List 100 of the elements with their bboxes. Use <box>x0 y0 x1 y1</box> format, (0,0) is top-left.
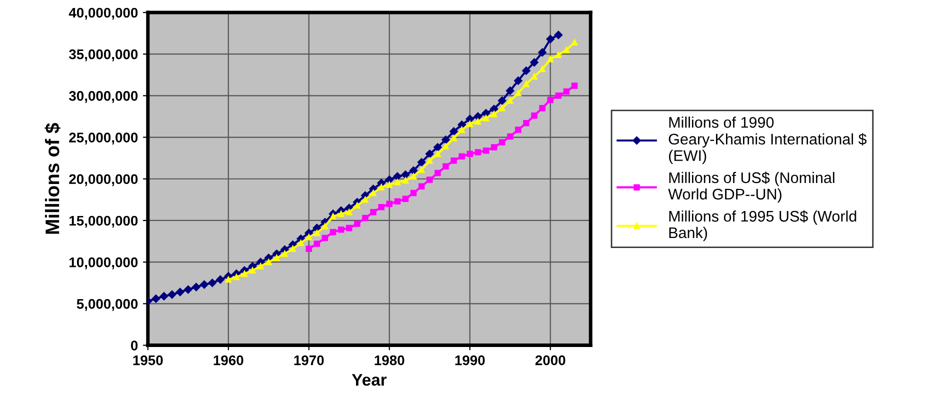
point <box>506 86 514 95</box>
point <box>208 278 216 288</box>
point <box>539 66 546 72</box>
point <box>370 190 376 196</box>
point <box>266 258 272 266</box>
point <box>346 224 352 232</box>
legend-label: Millions of 1990 Geary-Khamis International $ (EWI) <box>668 116 867 164</box>
point <box>330 213 336 220</box>
point <box>354 220 360 227</box>
point <box>434 170 441 176</box>
point <box>514 76 522 85</box>
point <box>393 172 402 181</box>
y-tick-label: 20,000,000 <box>69 174 138 186</box>
x-tick-label: 1960 <box>214 355 244 366</box>
point <box>314 240 320 247</box>
point <box>306 246 312 252</box>
point <box>538 48 546 57</box>
point <box>426 157 433 164</box>
point <box>450 157 457 164</box>
point <box>200 280 208 289</box>
y-tick-label: 25,000,000 <box>69 132 138 144</box>
point <box>233 274 240 280</box>
point <box>410 173 417 180</box>
point <box>314 230 320 236</box>
y-axis-title: Millions of $ <box>44 122 61 234</box>
point <box>409 166 418 175</box>
point <box>385 176 394 184</box>
point <box>523 120 530 126</box>
point <box>539 105 546 112</box>
point <box>434 143 442 152</box>
point <box>547 96 554 103</box>
y-tick-label: 35,000,000 <box>68 49 138 62</box>
point <box>466 120 473 128</box>
point <box>394 179 401 186</box>
point <box>410 190 417 196</box>
point <box>298 240 304 246</box>
point <box>168 290 176 299</box>
point <box>306 234 312 240</box>
point <box>482 109 490 118</box>
point <box>506 98 514 104</box>
point <box>362 214 368 222</box>
point <box>490 144 498 150</box>
point <box>531 73 538 80</box>
point <box>474 112 482 121</box>
point <box>241 270 248 277</box>
point <box>555 52 562 58</box>
point <box>354 202 360 209</box>
point <box>257 263 264 270</box>
point <box>490 110 498 118</box>
point <box>402 177 409 184</box>
point <box>370 209 376 216</box>
point <box>506 133 514 140</box>
point <box>515 126 522 133</box>
legend-label: Millions of 1995 US$ (World Bank) <box>669 210 856 242</box>
point <box>498 105 506 112</box>
x-axis-title: Year <box>352 374 387 386</box>
point <box>418 183 425 190</box>
point <box>402 196 409 202</box>
point <box>176 288 184 296</box>
point <box>571 82 578 89</box>
point <box>442 163 449 170</box>
x-tick-label: 1980 <box>374 355 404 366</box>
point <box>474 149 482 156</box>
x-tick-label: 1990 <box>455 355 485 366</box>
y-tick-label: 5,000,000 <box>76 299 138 311</box>
point <box>563 88 570 95</box>
point <box>482 147 490 154</box>
point <box>523 80 530 88</box>
point <box>530 58 538 67</box>
point <box>160 292 168 300</box>
y-tick-label: 30,000,000 <box>68 91 138 103</box>
point <box>322 234 328 242</box>
legend-label: Millions of US$ (Nominal World GDP--UN) <box>668 172 834 203</box>
point <box>249 267 256 274</box>
point <box>338 210 344 217</box>
point <box>442 136 450 144</box>
point <box>322 223 328 230</box>
point <box>417 158 426 166</box>
point <box>378 204 384 210</box>
point <box>312 224 322 232</box>
point <box>571 39 578 46</box>
y-tick-label: 0 <box>130 340 138 350</box>
point <box>274 254 280 262</box>
point <box>330 229 336 236</box>
point <box>547 56 554 62</box>
y-tick-label: 15,000,000 <box>70 216 138 228</box>
point <box>434 150 441 158</box>
point <box>498 139 506 146</box>
point <box>563 46 570 54</box>
point <box>152 294 160 303</box>
x-tick-label: 2000 <box>535 355 566 366</box>
point <box>555 92 562 99</box>
point <box>394 198 401 204</box>
point <box>386 200 392 207</box>
point <box>338 226 344 233</box>
point <box>546 34 554 44</box>
point <box>450 127 458 136</box>
point <box>225 276 232 283</box>
y-tick-label: 40,000,000 <box>68 8 138 20</box>
x-tick-label: 1970 <box>294 355 324 366</box>
